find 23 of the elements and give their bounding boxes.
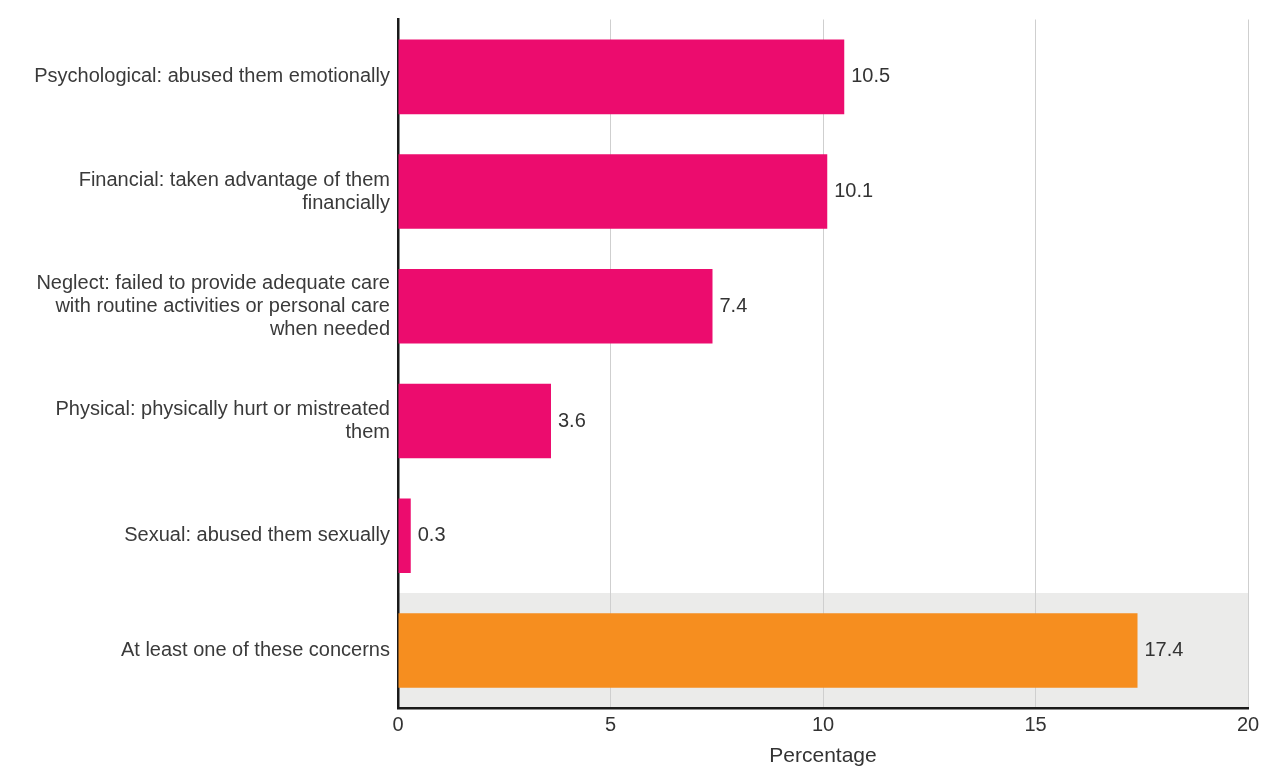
- bar: [398, 269, 713, 344]
- data-label: 7.4: [719, 293, 748, 316]
- data-label: 0.3: [417, 523, 446, 546]
- x-tick-label: 15: [1024, 713, 1047, 736]
- y-tick-label: Physical: physically hurt or mistreated them: [55, 397, 390, 443]
- x-axis-title: Percentage: [769, 743, 877, 767]
- bar: [398, 39, 845, 115]
- y-tick-label: Psychological: abused them emotionally: [34, 64, 390, 87]
- x-tick-label: 0: [392, 713, 404, 736]
- y-tick-label: Financial: taken advantage of them financially: [78, 167, 390, 213]
- data-label: 17.4: [1144, 637, 1184, 660]
- bar: [398, 498, 411, 574]
- data-label: 3.6: [558, 408, 586, 431]
- data-label: 10.1: [834, 179, 874, 202]
- bar: [398, 154, 828, 229]
- x-tick-label: 20: [1236, 713, 1260, 736]
- y-tick-label: Neglect: failed to provide adequate care with routine activities or personal care when needed: [36, 270, 390, 339]
- data-label: 10.5: [851, 64, 891, 87]
- bar: [398, 383, 551, 459]
- y-tick-label: At least one of these concerns: [120, 637, 390, 660]
- x-tick-label: 5: [604, 713, 617, 736]
- y-tick-label: Sexual: abused them sexually: [124, 523, 390, 546]
- x-tick-label: 10: [811, 713, 835, 736]
